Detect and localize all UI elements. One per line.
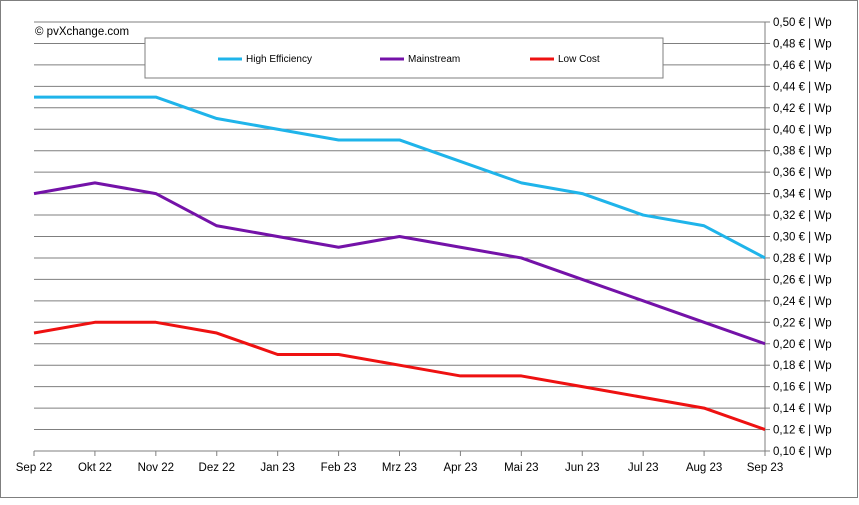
x-tick-label: Feb 23 [321,462,357,474]
x-tick-label: Nov 22 [138,462,174,474]
y-tick-label: 0,48 € | Wp [773,38,832,50]
y-tick-label: 0,12 € | Wp [773,425,832,437]
y-tick-label: 0,26 € | Wp [773,274,832,286]
series-line [34,95,766,260]
y-tick-label: 0,20 € | Wp [773,339,832,351]
series-line [33,320,766,431]
x-tick-label: Okt 22 [78,462,112,474]
copyright-text: © pvXchange.com [35,26,129,38]
legend-label: High Efficiency [246,54,312,65]
axes: 0,10 € | Wp 0,12 € | Wp 0,14 € | Wp 0,16 € … [16,17,832,474]
y-tick-label: 0,32 € | Wp [773,210,832,222]
y-tick-label: 0,18 € | Wp [773,360,832,372]
x-tick-label: Jun 23 [565,462,600,474]
x-tick-label: Aug 23 [686,462,722,474]
y-tick-label: 0,24 € | Wp [773,296,832,308]
x-tick-label: Jan 23 [260,462,295,474]
y-tick-label: 0,38 € | Wp [773,146,832,158]
y-tick-label: 0,44 € | Wp [773,81,832,93]
x-tick-label: Sep 22 [16,462,52,474]
series-lines [33,95,766,431]
y-tick-label: 0,16 € | Wp [773,382,832,394]
y-tick-label: 0,36 € | Wp [773,167,832,179]
x-tick-label: Mai 23 [504,462,539,474]
legend-label: Low Cost [558,54,600,65]
y-tick-label: 0,10 € | Wp [773,446,832,458]
x-tick-label: Dez 22 [199,462,235,474]
y-tick-label: 0,30 € | Wp [773,232,832,244]
x-tick-label: Apr 23 [443,462,477,474]
y-tick-label: 0,46 € | Wp [773,60,832,72]
y-tick-label: 0,14 € | Wp [773,403,832,415]
y-tick-label: 0,22 € | Wp [773,317,832,329]
x-tick-label: Sep 23 [747,462,783,474]
y-tick-label: 0,42 € | Wp [773,103,832,115]
y-tick-label: 0,34 € | Wp [773,189,832,201]
x-tick-label: Jul 23 [628,462,659,474]
y-tick-label: 0,50 € | Wp [773,17,832,29]
y-tick-label: 0,40 € | Wp [773,124,832,136]
y-tick-label: 0,28 € | Wp [773,253,832,265]
series-line [33,181,766,346]
legend-label: Mainstream [408,54,460,65]
legend: High Efficiency Mainstream Low Cost [144,37,664,79]
x-tick-label: Mrz 23 [382,462,417,474]
